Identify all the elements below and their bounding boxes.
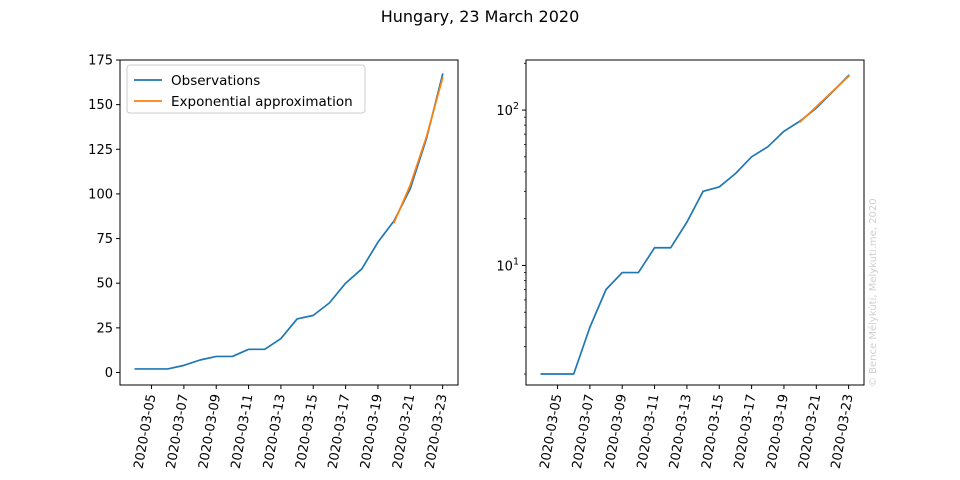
x-tick-label: 2020-03-13 [667,393,695,470]
series-line-observations [540,74,850,375]
x-tick-label: 2020-03-07 [164,393,192,470]
x-tick-label: 2020-03-05 [132,393,160,470]
x-tick-label: 2020-03-17 [732,393,760,470]
series-line-observations [134,73,444,370]
x-tick-label: 2020-03-17 [326,393,354,470]
x-tick-label: 2020-03-05 [538,393,566,470]
x-tick-label: 2020-03-15 [699,393,727,470]
figure-title: Hungary, 23 March 2020 [381,7,580,26]
x-tick-label: 2020-03-23 [423,393,451,470]
y-tick-label: 75 [96,232,113,247]
x-tick-label: 2020-03-15 [293,393,321,470]
series-line-exponential-approximation [798,75,850,124]
y-tick-label: 102 [496,101,519,119]
x-tick-label: 2020-03-07 [570,393,598,470]
y-tick-label: 50 [96,277,113,292]
x-tick-label: 2020-03-19 [764,393,792,470]
y-tick-label: 150 [88,98,113,113]
x-tick-label: 2020-03-19 [358,393,386,470]
x-tick-label: 2020-03-21 [390,393,418,470]
y-tick-label: 125 [88,143,113,158]
y-tick-label: 175 [88,54,113,69]
x-tick-label: 2020-03-11 [229,393,257,470]
legend-box [126,64,366,114]
legend-label: Observations [171,73,260,89]
x-tick-label: 2020-03-11 [635,393,663,470]
y-tick-label: 25 [96,321,113,336]
x-tick-label: 2020-03-21 [796,393,824,470]
legend-label: Exponential approximation [171,94,353,110]
y-tick-label: 101 [496,256,519,274]
copyright-watermark: © Bence Mélykúti, Melykuti.me, 2020 [867,198,879,387]
plot-frame [119,59,459,386]
series-line-exponential-approximation [393,76,444,224]
y-tick-label: 100 [88,187,113,202]
log-chart: 2020-03-05 2020-03-07 2020-03-09 2020-03-11… [496,59,865,470]
x-tick-label: 2020-03-13 [261,393,289,470]
plot-frame [525,59,865,386]
x-tick-label: 2020-03-23 [829,393,857,470]
y-tick-label: 0 [105,366,113,381]
linear-chart: 2020-03-05 2020-03-07 2020-03-09 2020-03-11… [88,54,459,470]
x-tick-label: 2020-03-09 [602,393,630,470]
x-tick-label: 2020-03-09 [196,393,224,470]
